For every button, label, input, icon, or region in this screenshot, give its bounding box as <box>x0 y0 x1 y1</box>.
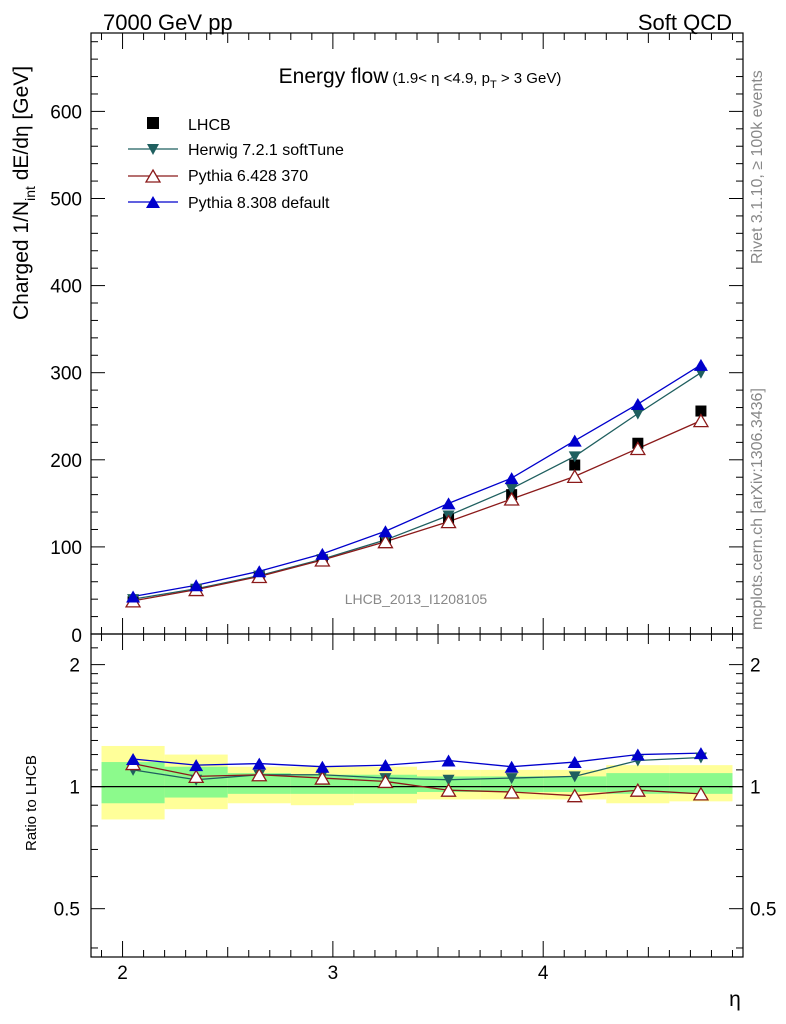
main-y-axis-label: Charged 1/Nint dE/dη [GeV] <box>10 66 38 320</box>
main-point-pythia6 <box>314 552 331 567</box>
ratio-point-pythia6 <box>566 788 583 803</box>
main-line-pythia6 <box>132 420 702 602</box>
ratio-point-pythia8 <box>567 756 582 769</box>
main-y-zero-label: 0 <box>71 626 82 647</box>
main-point-pythia6 <box>629 441 646 456</box>
header-left-label: 7000 GeV pp <box>103 10 233 35</box>
legend-marker-pythia8 <box>146 196 160 208</box>
main-point-pythia6 <box>440 514 457 529</box>
legend-label-pythia6: Pythia 6.428 370 <box>188 168 308 185</box>
main-point-pythia8 <box>504 472 519 485</box>
ratio-y-tick-label-left: 2 <box>69 656 80 677</box>
main-y-tick-label: 600 <box>50 102 82 123</box>
main-point-pythia6 <box>503 491 520 506</box>
ratio-band-inner <box>543 776 607 793</box>
ratio-point-pythia8 <box>315 760 330 773</box>
ratio-point-pythia8 <box>252 757 267 770</box>
x-tick-label: 3 <box>328 963 339 984</box>
main-y-tick-label: 100 <box>50 538 82 559</box>
main-point-pythia8 <box>315 547 330 560</box>
ratio-y-tick-label-left: 1 <box>69 778 80 799</box>
ratio-point-pythia6 <box>503 784 520 799</box>
ratio-y-tick-label-left: 0.5 <box>54 900 80 921</box>
ratio-point-pythia8 <box>126 753 141 766</box>
ratio-point-pythia8 <box>441 754 456 767</box>
main-y-tick-label: 500 <box>50 189 82 210</box>
main-point-pythia8 <box>630 398 645 411</box>
main-plot-title: Energy flow (1.9< η <4.9, pT > 3 GeV) <box>279 65 562 91</box>
main-point-herwig <box>505 483 518 495</box>
ratio-y-tick-label-right: 0.5 <box>750 900 776 921</box>
x-tick-label: 2 <box>117 963 128 984</box>
ratio-point-pythia6 <box>440 782 457 797</box>
main-point-herwig <box>631 408 644 420</box>
ratio-point-herwig <box>442 774 455 786</box>
x-tick-label: 4 <box>538 963 549 984</box>
ratio-y-tick-label-right: 1 <box>750 778 761 799</box>
main-y-tick-label: 400 <box>50 277 82 298</box>
main-point-pythia6 <box>566 469 583 483</box>
ratio-line-herwig <box>132 756 701 781</box>
ratio-point-herwig <box>568 771 581 783</box>
main-line-herwig <box>132 372 702 600</box>
main-point-pythia6 <box>692 413 710 428</box>
ratio-point-pythia6 <box>692 786 710 801</box>
rivet-version-label: Rivet 3.1.10, ≥ 100k events <box>749 70 766 264</box>
main-y-tick-label: 300 <box>50 364 82 385</box>
ratio-band-inner <box>669 773 733 794</box>
ratio-band-inner <box>480 776 544 793</box>
analysis-watermark: LHCB_2013_I1208105 <box>345 591 488 607</box>
mcplots-reference-label: mcplots.cern.ch [arXiv:1306.3436] <box>749 388 766 630</box>
ratio-y-tick-label-right: 2 <box>750 656 761 677</box>
legend-label-pythia8: Pythia 8.308 default <box>188 195 330 212</box>
main-point-pythia8 <box>252 565 267 578</box>
ratio-point-pythia8 <box>189 759 204 772</box>
main-panel: 100 200 300 400 500 600 <box>50 32 744 635</box>
legend-label-herwig: Herwig 7.2.1 softTune <box>188 142 344 159</box>
main-point-pythia8 <box>567 434 582 447</box>
ratio-point-pythia6 <box>251 767 268 782</box>
legend-marker-herwig <box>147 144 159 155</box>
ratio-point-pythia6 <box>377 774 394 789</box>
ratio-band-inner <box>227 773 291 794</box>
main-point-lhcb <box>695 405 707 417</box>
main-point-pythia6 <box>377 534 394 549</box>
ratio-point-pythia8 <box>504 760 519 773</box>
ratio-point-pythia8 <box>378 759 393 772</box>
ratio-point-pythia8 <box>630 748 645 761</box>
legend-marker-pythia6 <box>144 168 162 183</box>
ratio-point-pythia6 <box>629 782 646 797</box>
main-point-pythia8 <box>441 497 456 510</box>
ratio-point-pythia8 <box>693 747 708 760</box>
main-point-pythia8 <box>693 358 708 371</box>
ratio-point-pythia6 <box>188 769 205 784</box>
main-point-lhcb <box>569 459 581 471</box>
ratio-line-pythia8 <box>133 752 701 768</box>
ratio-panel: 2 3 4 0.5 0.5 1 1 2 2 <box>54 633 776 984</box>
main-point-herwig <box>568 451 581 463</box>
main-y-tick-label: 200 <box>50 451 82 472</box>
ratio-point-herwig <box>505 773 518 785</box>
x-axis-label: η <box>729 988 741 1011</box>
ratio-y-axis-label: Ratio to LHCB <box>23 755 40 851</box>
main-point-pythia8 <box>378 525 393 538</box>
main-point-pythia8 <box>126 590 141 603</box>
legend: LHCB Herwig 7.2.1 softTune Pythia 6.428 … <box>128 117 344 212</box>
ratio-point-pythia6 <box>314 770 331 785</box>
main-point-pythia8 <box>189 579 204 592</box>
legend-marker-lhcb <box>147 117 159 129</box>
main-line-pythia8 <box>132 364 702 598</box>
ratio-line-pythia6 <box>132 762 701 797</box>
header-right-label: Soft QCD <box>638 10 732 35</box>
legend-label-lhcb: LHCB <box>188 117 231 134</box>
